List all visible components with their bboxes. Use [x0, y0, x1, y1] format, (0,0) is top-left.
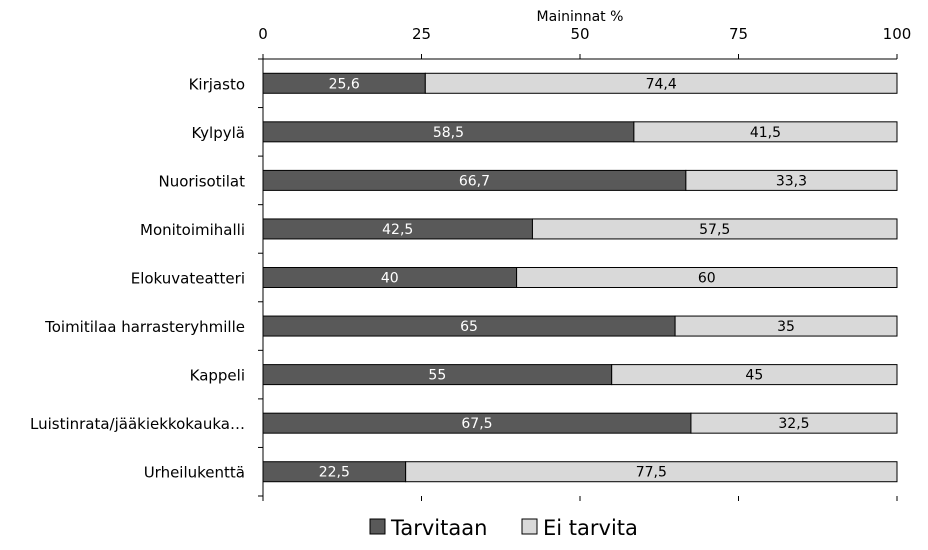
category-label: Toimitilaa harrasteryhmille [44, 318, 245, 336]
bar-segment-ei-tarvita [405, 461, 898, 483]
x-tick-label: 25 [412, 25, 431, 43]
bar-segment-ei-tarvita [516, 267, 898, 288]
data-label-tarvitaan: 66,7 [459, 173, 490, 189]
data-label-ei-tarvita: 57,5 [699, 222, 730, 238]
category-label: Luistinrata/jääkiekkokauka… [30, 415, 245, 433]
data-label-tarvitaan: 58,5 [433, 125, 464, 141]
bar-segment-ei-tarvita [611, 364, 898, 386]
x-tick-label: 100 [883, 25, 912, 43]
data-label-tarvitaan: 65 [460, 319, 478, 335]
category-label: Kylpylä [191, 124, 245, 142]
legend-swatch-ei-tarvita [521, 518, 538, 535]
data-label-tarvitaan: 67,5 [461, 416, 492, 432]
data-label-tarvitaan: 22,5 [319, 465, 350, 481]
data-label-tarvitaan: 55 [428, 368, 446, 384]
x-tick-label: 50 [570, 25, 589, 43]
bar-segment-ei-tarvita [674, 315, 898, 337]
category-label: Kappeli [190, 367, 245, 385]
category-label: Urheilukenttä [144, 464, 245, 482]
category-label: Monitoimihalli [140, 221, 245, 239]
category-label: Kirjasto [189, 75, 245, 93]
axes [258, 54, 897, 501]
legend-label-ei-tarvita: Ei tarvita [543, 516, 638, 540]
legend-swatch-tarvitaan [369, 518, 386, 535]
data-label-ei-tarvita: 60 [698, 271, 716, 287]
bars: 25,6 74,4 58,5 41,5 66,7 33,3 42,5 57,5 40 60 65 35… [262, 72, 898, 483]
x-axis-title: Maininnat % [537, 9, 624, 25]
data-label-ei-tarvita: 32,5 [778, 416, 809, 432]
category-label: Nuorisotilat [158, 172, 245, 190]
category-labels: Kirjasto Kylpylä Nuorisotilat Monitoimihall… [30, 75, 245, 481]
x-tick-label: 0 [258, 25, 268, 43]
bar-segment-ei-tarvita [685, 169, 898, 191]
x-axis-ticks: 0 25 50 75 100 [258, 25, 911, 501]
legend: Tarvitaan Ei tarvita [369, 516, 638, 540]
data-label-ei-tarvita: 45 [745, 368, 763, 384]
data-label-tarvitaan: 42,5 [382, 222, 413, 238]
legend-label-tarvitaan: Tarvitaan [390, 516, 487, 540]
data-label-tarvitaan: 40 [381, 271, 399, 287]
bar-segment-ei-tarvita [424, 72, 898, 94]
category-label: Elokuvateatteri [131, 270, 245, 288]
bar-segment-ei-tarvita [690, 412, 898, 434]
x-tick-label: 75 [729, 25, 748, 43]
data-label-ei-tarvita: 74,4 [646, 76, 677, 92]
data-label-ei-tarvita: 33,3 [776, 173, 807, 189]
data-label-ei-tarvita: 35 [777, 319, 795, 335]
data-label-ei-tarvita: 77,5 [636, 465, 667, 481]
bar-segment-ei-tarvita [633, 121, 898, 143]
bar-segment-ei-tarvita [531, 218, 898, 240]
data-label-tarvitaan: 25,6 [329, 76, 360, 92]
data-label-ei-tarvita: 41,5 [750, 125, 781, 141]
